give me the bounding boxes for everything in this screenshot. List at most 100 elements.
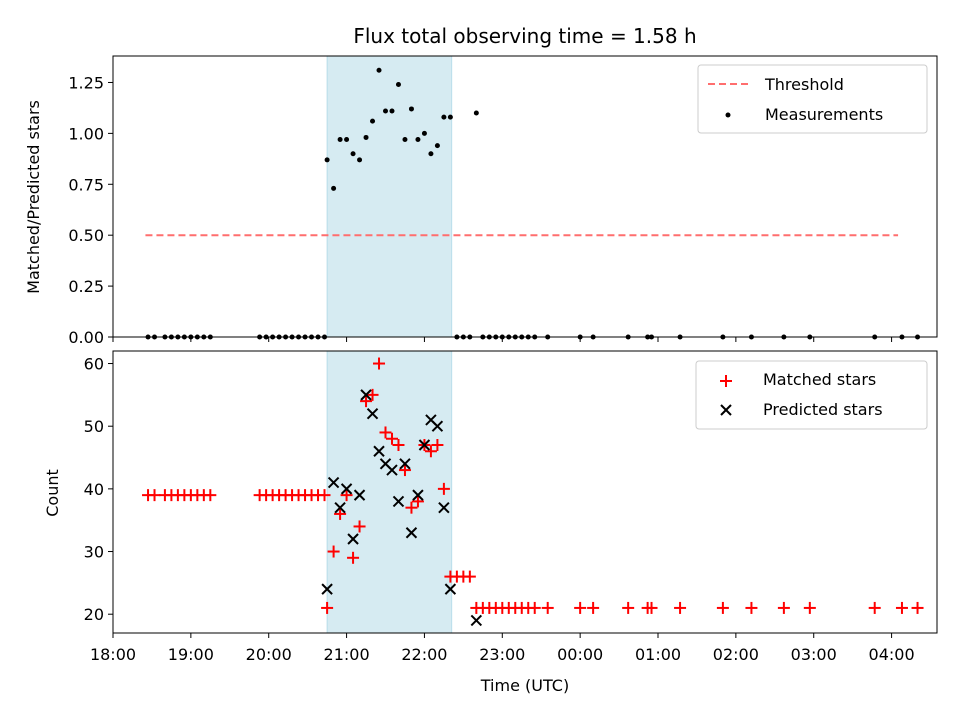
measurement-point [337,136,343,142]
count-axes-frame [112,350,938,634]
x-tick-label: 23:00 [479,645,525,664]
matched-star-point [334,507,347,520]
matched-star-point [148,489,161,502]
matched-star-point [622,601,635,614]
measurement-point [350,151,356,157]
predicted-star-point [321,583,333,595]
x-axis-label: Time (UTC) [480,676,569,695]
x-tick-label: 02:00 [713,645,759,664]
y-tick-label: 1.00 [68,124,104,143]
predicted-star-point [438,501,450,514]
measurement-point [344,136,350,142]
matched-star-point [895,601,908,614]
count-legend: Matched stars Predicted stars [695,360,928,430]
y-tick-label: 60 [84,355,104,374]
x-tick-label: 19:00 [168,645,214,664]
matched-star-point [398,464,411,477]
measurement-point [473,110,479,116]
x-tick-label: 04:00 [869,645,915,664]
matched-star-point [360,395,373,408]
predicted-star-point [366,407,379,420]
predicted-star-point [334,501,346,514]
matched-star-point [424,445,437,458]
matched-star-point [392,439,405,451]
count-legend-box [695,360,928,430]
measurement-point [415,136,421,142]
measurement-point [389,108,395,114]
matched-star-point [437,482,450,495]
measurement-point [428,151,434,157]
count-y-label: Count [43,469,62,517]
predicted-star-point [418,439,431,451]
matched-legend-swatch [720,375,732,387]
matched-star-point [803,601,816,614]
observing-window-span [326,350,453,634]
matched-star-point [379,426,392,439]
predicted-star-point [399,458,411,470]
x-tick-label: 00:00 [557,645,603,664]
y-tick-label: 20 [84,605,104,624]
predicted-star-point [444,583,457,595]
predicted-star-point [431,420,444,432]
count-x-ticks: 18:00 19:00 20:00 21:00 22:00 23:00 00:00 01:00… [90,633,915,664]
y-tick-label: 0.50 [68,226,104,245]
ratio-legend-box [697,64,928,134]
x-tick-label: 01:00 [635,645,681,664]
matched-star-point [463,570,476,583]
measurements-legend-swatch [725,112,731,118]
y-tick-label: 50 [84,417,104,436]
predicted-star-point [327,476,340,489]
matched-star-point [385,432,398,445]
predicted-star-point [373,445,385,457]
measurement-point [408,106,414,112]
predicted-star-point [340,483,353,495]
threshold-legend-label: Threshold [764,75,844,94]
matched-star-point [587,601,600,614]
y-tick-label: 0.00 [68,328,104,347]
measurement-point [370,118,376,124]
matched-star-point [405,501,418,514]
ratio-x-ticks [112,337,893,342]
matched-star-point [347,551,360,564]
predicted-legend-swatch [720,404,732,416]
predicted-star-point [405,527,418,539]
ratio-y-label: Matched/Predicted stars [24,100,43,294]
measurement-point [434,143,440,149]
matched-star-point [204,489,217,502]
ratio-legend: Threshold Measurements [697,64,928,134]
predicted-legend-label: Predicted stars [763,400,883,419]
x-tick-label: 21:00 [324,645,370,664]
chart-title: Flux total observing time = 1.58 h [353,24,696,48]
matched-star-point [868,601,881,614]
matched-star-point [716,601,729,614]
predicted-star-point [360,389,372,401]
count-panel: 20 30 40 50 60 18:00 19:00 20:00 21:00 22:00 23:0… [43,350,938,695]
measurement-point [363,134,369,140]
matched-star-point [674,601,687,614]
ratio-axes-frame [112,55,938,338]
matched-star-point [574,601,587,614]
measurements-legend-label: Measurements [765,105,883,124]
measurement-point [383,108,389,114]
matched-star-point [911,601,924,614]
matched-star-point [321,601,334,614]
matched-star-point [353,520,366,533]
y-tick-label: 30 [84,543,104,562]
x-tick-label: 20:00 [246,645,292,664]
count-y-ticks: 20 30 40 50 60 [84,355,113,624]
measurement-point [441,114,447,120]
matched-star-points [142,357,924,614]
matched-star-point [340,489,353,502]
y-tick-label: 0.75 [68,175,104,194]
predicted-star-points [321,389,483,627]
ratio-panel: 0.00 0.25 0.50 0.75 1.00 1.25 Matched/Predict… [24,55,938,347]
x-tick-label: 03:00 [791,645,837,664]
y-tick-label: 40 [84,480,104,499]
matched-star-point [411,495,424,508]
matched-star-point [777,601,790,614]
predicted-star-point [412,489,424,501]
measurement-point [357,157,363,163]
measurement-point [331,185,337,191]
predicted-star-point [353,489,366,501]
